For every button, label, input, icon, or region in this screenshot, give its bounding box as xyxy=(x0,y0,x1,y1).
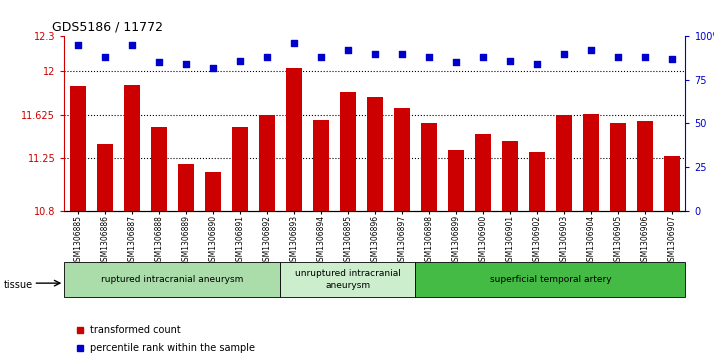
Bar xyxy=(70,86,86,211)
Bar xyxy=(416,262,685,297)
Point xyxy=(180,61,191,67)
Bar xyxy=(529,152,545,211)
Bar xyxy=(313,120,329,211)
Point xyxy=(288,40,300,46)
Text: transformed count: transformed count xyxy=(91,325,181,335)
Point xyxy=(342,47,353,53)
Bar xyxy=(555,115,572,211)
Bar xyxy=(448,150,464,211)
Point xyxy=(639,54,650,60)
Bar xyxy=(178,164,194,211)
Point xyxy=(477,54,488,60)
Point xyxy=(666,56,678,62)
Bar xyxy=(367,97,383,211)
Bar xyxy=(664,156,680,211)
Point xyxy=(369,51,381,57)
Point xyxy=(396,51,408,57)
Bar xyxy=(151,127,167,211)
Bar xyxy=(583,114,599,211)
Text: tissue: tissue xyxy=(4,280,33,290)
Point xyxy=(612,54,623,60)
Point xyxy=(531,61,543,67)
Point xyxy=(585,47,597,53)
Bar xyxy=(637,121,653,211)
Point xyxy=(153,60,164,65)
Point xyxy=(99,54,111,60)
Bar xyxy=(393,108,410,211)
Bar xyxy=(421,123,437,211)
Bar xyxy=(502,141,518,211)
Point xyxy=(261,54,273,60)
Bar xyxy=(232,127,248,211)
Point xyxy=(450,60,461,65)
Bar xyxy=(340,92,356,211)
Bar xyxy=(64,262,281,297)
Bar xyxy=(610,123,626,211)
Bar xyxy=(124,85,140,211)
Bar xyxy=(258,115,275,211)
Point xyxy=(558,51,570,57)
Bar xyxy=(96,144,113,211)
Text: superficial temporal artery: superficial temporal artery xyxy=(490,275,611,284)
Text: ruptured intracranial aneurysm: ruptured intracranial aneurysm xyxy=(101,275,243,284)
Bar xyxy=(205,172,221,211)
Text: GDS5186 / 11772: GDS5186 / 11772 xyxy=(52,21,163,34)
Text: unruptured intracranial
aneurysm: unruptured intracranial aneurysm xyxy=(295,269,401,290)
Point xyxy=(72,42,84,48)
Bar xyxy=(286,68,302,211)
Point xyxy=(207,65,218,70)
Point xyxy=(126,42,138,48)
Bar xyxy=(281,262,416,297)
Text: percentile rank within the sample: percentile rank within the sample xyxy=(91,343,256,354)
Point xyxy=(423,54,435,60)
Point xyxy=(315,54,326,60)
Bar xyxy=(475,134,491,211)
Point xyxy=(504,58,516,64)
Point xyxy=(234,58,246,64)
